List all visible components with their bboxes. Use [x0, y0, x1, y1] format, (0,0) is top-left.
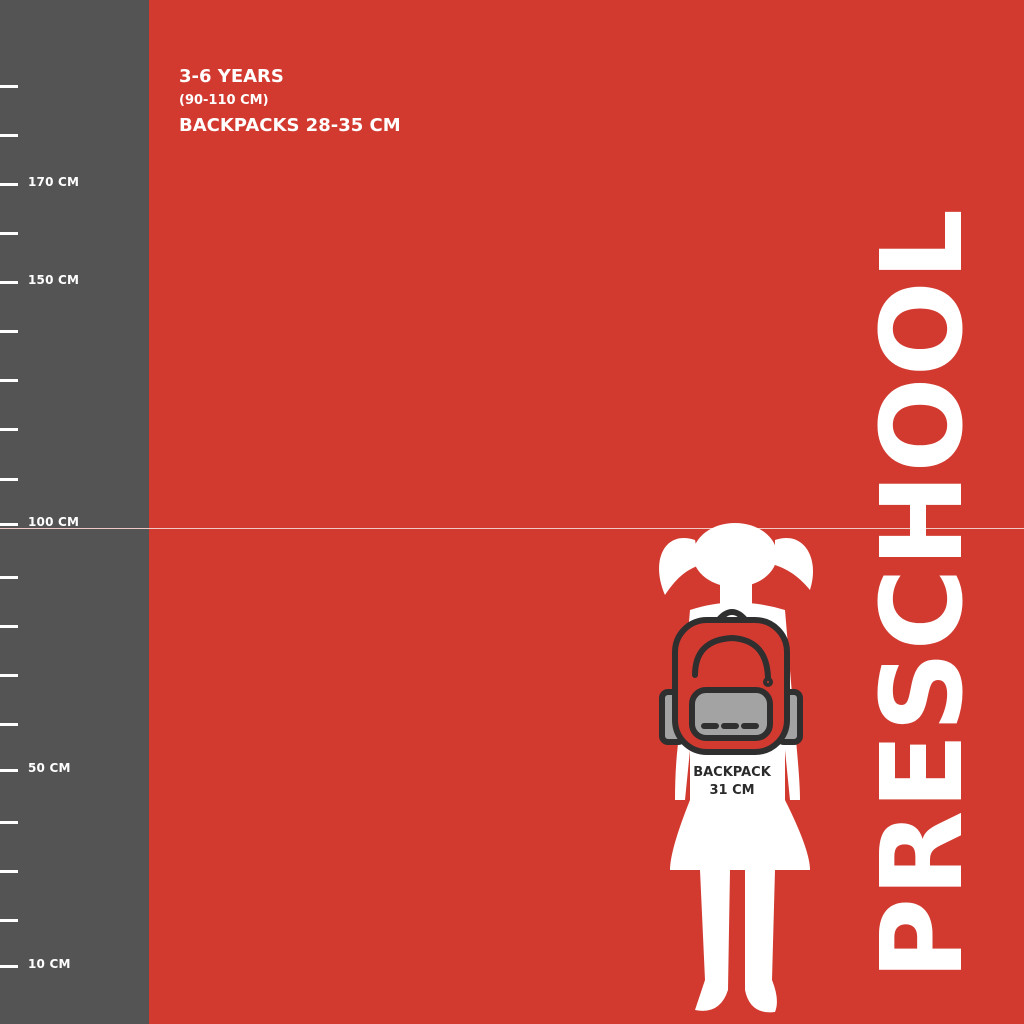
- backpack-size: 31 CM: [709, 783, 755, 798]
- ruler-label: 100 CM: [28, 515, 80, 529]
- ruler-tick: [0, 919, 18, 922]
- category-title: PRESCHOOL: [858, 207, 988, 980]
- ruler-tick: [0, 183, 18, 186]
- ruler-tick: [0, 870, 18, 873]
- ruler-tick: [0, 576, 18, 579]
- ruler-label: 10 CM: [28, 957, 71, 971]
- age-range: 3-6 YEARS: [179, 66, 284, 87]
- backpack-label: BACKPACK: [693, 765, 771, 780]
- ruler-tick: [0, 85, 18, 88]
- ruler-tick: [0, 232, 18, 235]
- backpack-icon: [659, 609, 803, 755]
- height-ruler: 170 CM 150 CM 100 CM 50 CM 10 CM: [0, 0, 149, 1024]
- ruler-tick: [0, 821, 18, 824]
- ruler-tick: [0, 625, 18, 628]
- ruler-tick: [0, 281, 18, 284]
- backpack-range: BACKPACKS 28-35 CM: [179, 115, 401, 136]
- ruler-label: 170 CM: [28, 175, 80, 189]
- child-silhouette-icon: [659, 523, 814, 1013]
- ruler-tick: [0, 523, 18, 526]
- height-range: (90-110 CM): [179, 93, 269, 108]
- ruler-tick: [0, 674, 18, 677]
- ruler-tick: [0, 428, 18, 431]
- ruler-tick: [0, 723, 18, 726]
- ruler-tick: [0, 134, 18, 137]
- ruler-label: 150 CM: [28, 273, 80, 287]
- ruler-tick: [0, 330, 18, 333]
- backpack-size-label: BACKPACK 31 CM: [672, 764, 792, 800]
- ruler-tick: [0, 379, 18, 382]
- height-marker-line: [0, 528, 1024, 529]
- ruler-tick: [0, 478, 18, 481]
- ruler-tick: [0, 769, 18, 772]
- ruler-tick: [0, 965, 18, 968]
- ruler-label: 50 CM: [28, 761, 71, 775]
